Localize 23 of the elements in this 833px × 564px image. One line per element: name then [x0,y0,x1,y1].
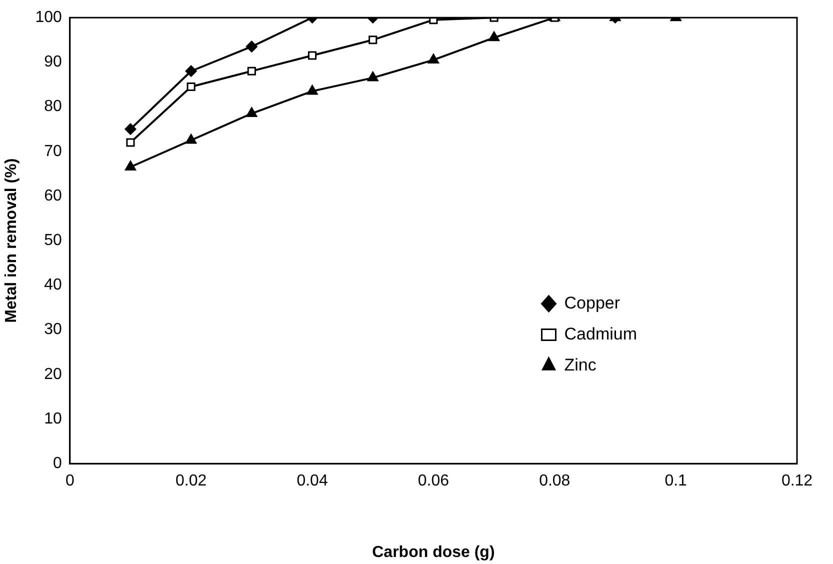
x-tick-label: 0.1 [664,472,688,490]
legend-label: Copper [564,293,620,312]
y-axis-title: Metal ion removal (%) [3,158,20,323]
legend-label: Zinc [564,355,597,374]
y-tick-label: 20 [44,366,62,383]
x-tick-label: 0 [65,472,74,490]
legend-label: Cadmium [564,324,638,344]
y-tick-label: 80 [44,98,62,116]
x-tick-label: 0.06 [418,472,450,490]
y-tick-label: 60 [44,187,62,204]
x-tick-label: 0.04 [296,472,328,490]
x-tick-label: 0.12 [781,472,813,490]
x-axis-title: Carbon dose (g) [372,544,495,561]
x-tick-label: 0.02 [176,472,207,490]
y-tick-label: 50 [44,232,62,250]
x-tick-label: 0.08 [539,472,570,490]
y-tick-label: 0 [52,455,62,472]
y-tick-label: 70 [44,142,62,160]
y-tick-label: 90 [44,54,62,71]
y-tick-label: 40 [44,276,62,294]
y-tick-label: 100 [35,9,62,26]
y-tick-label: 30 [44,321,62,338]
y-tick-label: 10 [44,410,62,428]
